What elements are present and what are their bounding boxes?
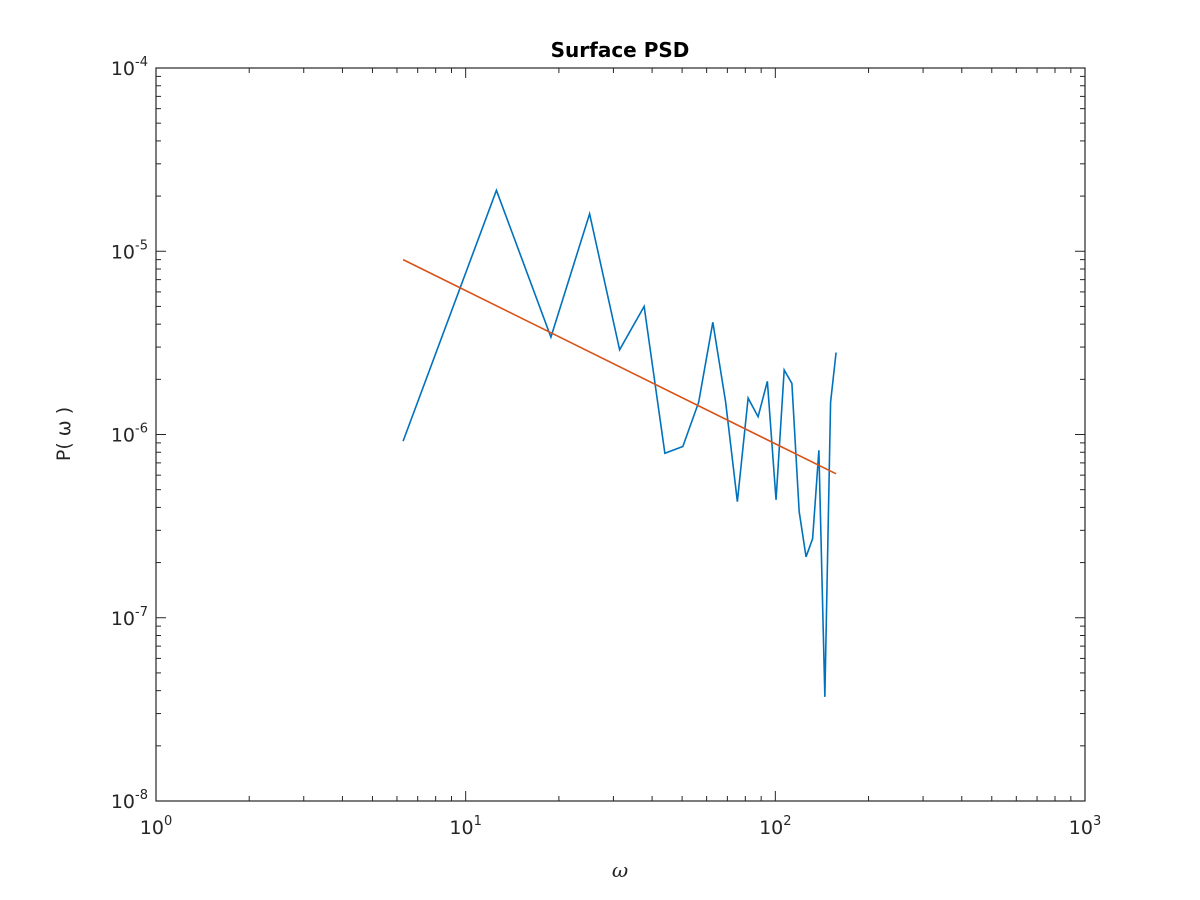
fit-series-line — [402, 258, 837, 475]
y-tick-label: 10-6 — [111, 422, 148, 447]
y-tick-label: 10-4 — [111, 55, 148, 80]
y-tick-label: 10-8 — [111, 788, 148, 813]
x-tick-label: 102 — [759, 814, 791, 839]
x-tick-label: 103 — [1069, 814, 1101, 839]
y-axis-label: P( ω ) — [53, 407, 75, 461]
y-tick-label: 10-5 — [111, 238, 148, 263]
x-tick-label: 100 — [140, 814, 172, 839]
psd-series-line — [402, 188, 837, 697]
chart-title: Surface PSD — [551, 38, 690, 62]
x-axis-label: ω — [612, 858, 628, 882]
y-tick-label: 10-7 — [111, 605, 148, 630]
x-tick-labels: 100 101 102 103 — [140, 814, 1101, 839]
x-tick-label: 101 — [449, 814, 481, 839]
plot-area — [156, 68, 1085, 801]
series-layer — [402, 188, 837, 697]
y-tick-labels: 10-8 10-7 10-6 10-5 10-4 — [111, 55, 148, 813]
axes-box — [155, 67, 1086, 802]
minor-ticks — [156, 68, 1085, 801]
